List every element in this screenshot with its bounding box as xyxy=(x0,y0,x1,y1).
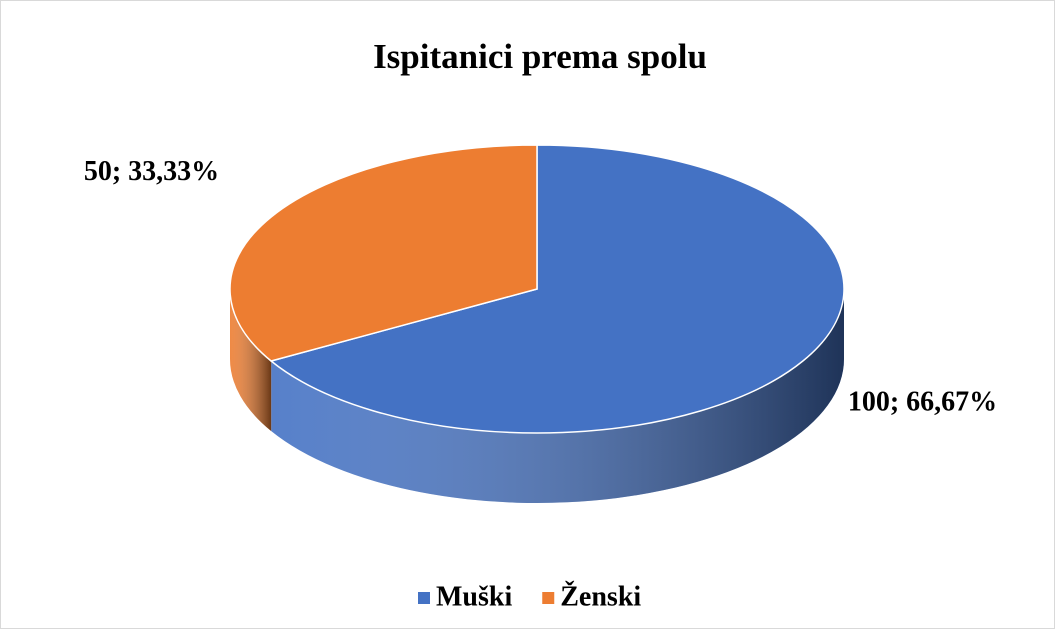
data-label: 50; 33,33% xyxy=(84,156,219,187)
legend-swatch xyxy=(418,592,430,604)
legend-label: Muški xyxy=(436,581,512,612)
pie-side-shade xyxy=(230,289,272,431)
legend-label: Ženski xyxy=(560,581,641,612)
chart-title: Ispitanici prema spolu xyxy=(373,37,707,76)
pie-slice xyxy=(229,144,538,362)
data-label: 100; 66,67% xyxy=(848,387,997,418)
legend-swatch xyxy=(542,592,555,604)
pie-slice xyxy=(269,144,845,434)
pie-side-shade xyxy=(271,289,844,504)
